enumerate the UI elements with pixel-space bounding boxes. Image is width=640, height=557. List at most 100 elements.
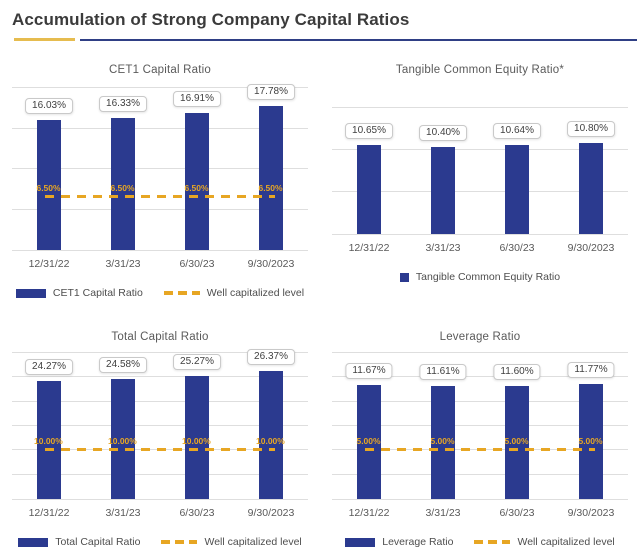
legend-label: Well capitalized level [204, 536, 302, 548]
bar-value-label: 10.65% [345, 122, 393, 139]
bar-value-label: 16.33% [99, 95, 147, 112]
legend: Total Capital Ratio Well capitalized lev… [12, 534, 308, 550]
chart-grid: CET1 Capital Ratio 16.03% 6.50% 16.33% 6.50… [0, 55, 640, 557]
gridline [332, 376, 628, 378]
legend-square-swatch [399, 272, 409, 282]
bar-group: 17.78% 6.50% [234, 83, 308, 250]
threshold-value-label: 10.00% [256, 436, 285, 447]
legend-dash-swatch [474, 540, 511, 544]
x-axis-label: 12/31/22 [28, 507, 70, 519]
bar-group: 25.27% 10.00% [160, 353, 234, 499]
x-axis-labels: 12/31/22 3/31/23 6/30/23 9/30/2023 [12, 255, 308, 273]
bar [357, 385, 381, 499]
bar-value-label: 10.64% [493, 122, 541, 139]
legend-label: Tangible Common Equity Ratio [415, 271, 561, 283]
bar [37, 380, 61, 499]
x-axis-labels: 12/31/22 3/31/23 6/30/23 9/30/2023 [332, 239, 628, 257]
x-axis-label: 6/30/23 [179, 258, 215, 270]
x-axis-labels: 12/31/22 3/31/23 6/30/23 9/30/2023 [12, 504, 308, 522]
bar-group: 16.03% 6.50% [12, 88, 86, 250]
bar [431, 146, 455, 234]
gridline [332, 400, 628, 402]
bar [579, 143, 603, 234]
x-axis-label: 3/31/23 [105, 507, 141, 519]
bar-value-label: 25.27% [173, 354, 221, 371]
x-axis-label: 3/31/23 [425, 507, 461, 519]
bar [431, 386, 455, 499]
bar [505, 386, 529, 499]
title-underline-navy-segment [80, 38, 637, 41]
legend-label: Well capitalized level [206, 287, 305, 299]
gridline [12, 376, 308, 378]
bar-group: 26.37% 10.00% [234, 348, 308, 499]
bar-value-label: 10.40% [419, 124, 467, 141]
bar [111, 379, 135, 499]
threshold-value-label: 10.00% [34, 436, 63, 447]
legend-label: CET1 Capital Ratio [52, 287, 143, 299]
chart-leverage-ratio: Leverage Ratio 11.67% 5.00% 11.61% 5.00% 11.… [320, 320, 640, 557]
x-axis-label: 9/30/2023 [247, 507, 295, 519]
bar-value-label: 16.03% [25, 98, 73, 115]
plot-area: 16.03% 6.50% 16.33% 6.50% 16.91% 6.50% 17.78% 6… [12, 83, 308, 251]
bar-group: 24.58% 10.00% [86, 353, 160, 499]
bar-value-label: 24.58% [99, 357, 147, 374]
bar [579, 384, 603, 499]
gridline [332, 352, 628, 353]
title-underline-gold-segment [14, 38, 75, 41]
legend-dash-swatch [163, 291, 200, 295]
legend-bar-swatch [345, 537, 376, 547]
bar-value-label: 11.61% [419, 364, 467, 380]
gridline [12, 473, 308, 475]
legend: Tangible Common Equity Ratio [332, 269, 628, 285]
legend-label: Leverage Ratio [382, 536, 454, 548]
x-axis-label: 12/31/22 [28, 258, 70, 270]
threshold-value-label: 10.00% [108, 436, 137, 447]
legend-bar-swatch [18, 537, 49, 547]
bar-value-label: 16.91% [173, 91, 221, 108]
page-title: Accumulation of Strong Company Capital R… [12, 10, 410, 29]
gridline [12, 87, 308, 88]
bar-group: 16.33% 6.50% [86, 88, 160, 250]
plot-area: 10.65% 10.40% 10.64% 10.80% [332, 107, 628, 235]
gridline [332, 107, 628, 108]
bar [259, 105, 283, 250]
threshold-value-label: 6.50% [110, 183, 135, 194]
gridline [12, 425, 308, 426]
gridline [12, 127, 308, 129]
x-axis-label: 9/30/2023 [567, 507, 615, 519]
threshold-value-label: 10.00% [182, 436, 211, 447]
legend-label: Well capitalized level [517, 536, 615, 548]
bar-value-label: 11.67% [345, 363, 393, 380]
threshold-dashed-line [44, 448, 276, 452]
bar [185, 113, 209, 250]
bar-group: 10.80% [554, 108, 628, 234]
bar-group: 11.61% 5.00% [406, 353, 480, 499]
x-axis-label: 3/31/23 [425, 242, 461, 254]
threshold-value-label: 5.00% [430, 436, 455, 447]
bar-group: 11.60% 5.00% [480, 353, 554, 499]
bar-value-label: 11.77% [567, 362, 615, 379]
gridline [332, 473, 628, 475]
legend: CET1 Capital Ratio Well capitalized leve… [12, 285, 308, 301]
title-underline [14, 38, 637, 41]
x-axis-label: 12/31/22 [348, 507, 390, 519]
bar [185, 376, 209, 499]
gridline [12, 168, 308, 169]
threshold-value-label: 6.50% [258, 183, 283, 194]
x-axis-label: 6/30/23 [179, 507, 215, 519]
chart-title: Leverage Ratio [439, 331, 521, 343]
chart-title: CET1 Capital Ratio [108, 64, 212, 76]
header: Accumulation of Strong Company Capital R… [0, 0, 640, 41]
chart-total-capital-ratio: Total Capital Ratio 24.27% 10.00% 24.58% 10… [0, 320, 320, 557]
threshold-value-label: 6.50% [36, 183, 61, 194]
chart-title: Total Capital Ratio [111, 331, 209, 343]
threshold-dashed-line [44, 195, 276, 199]
bar [505, 144, 529, 234]
legend-bar-swatch [15, 288, 46, 298]
chart-cet1-capital-ratio: CET1 Capital Ratio 16.03% 6.50% 16.33% 6.50… [0, 55, 320, 320]
bar-group: 24.27% 10.00% [12, 353, 86, 499]
bar-group: 10.40% [406, 108, 480, 234]
x-axis-labels: 12/31/22 3/31/23 6/30/23 9/30/2023 [332, 504, 628, 522]
x-axis-label: 9/30/2023 [247, 258, 295, 270]
plot-area: 24.27% 10.00% 24.58% 10.00% 25.27% 10.00% 26.3… [12, 348, 308, 500]
